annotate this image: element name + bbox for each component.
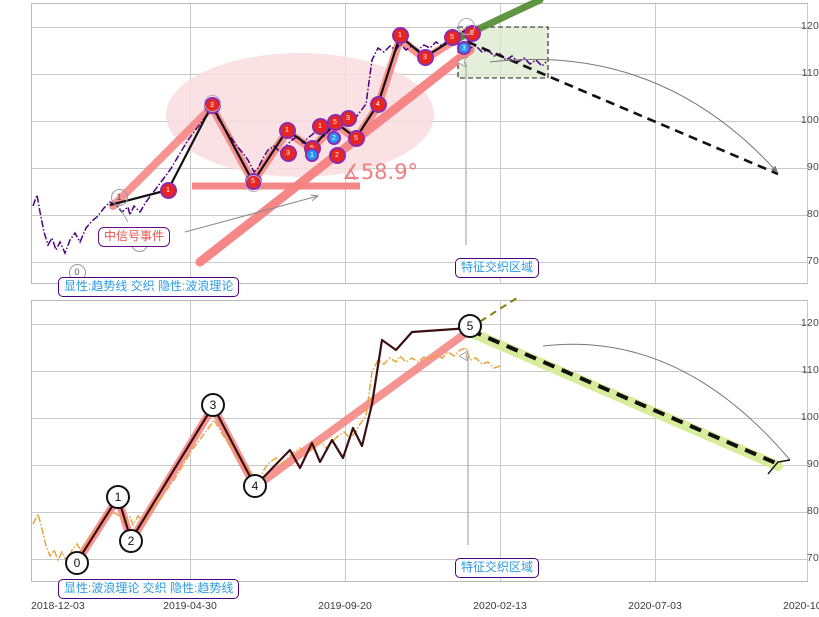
wave-marker-red[interactable]: 2	[328, 146, 346, 164]
gridline-x-2020-10-22	[807, 4, 808, 283]
gridline-x-2020-07-03	[655, 4, 656, 283]
gridline-y-90	[32, 168, 807, 169]
gridline-y-70	[32, 262, 807, 263]
gridline-x-2019-09-20-b	[345, 301, 346, 581]
ytick-bottom-80: 80	[806, 505, 819, 517]
wave-label-2[interactable]: 2	[119, 529, 143, 553]
gridline-y-70-b	[32, 559, 807, 560]
ghost-marker-3[interactable]	[203, 94, 221, 112]
wave-label-4[interactable]: 4	[243, 474, 267, 498]
angle-annotation-top: ∡58.9°	[342, 160, 419, 184]
ghost-marker-5[interactable]	[457, 17, 475, 35]
zone-label-bottom[interactable]: 特征交织区域	[455, 558, 540, 578]
gridline-y-90-b	[32, 465, 807, 466]
wave-marker-red[interactable]: 3	[279, 144, 297, 162]
wave-marker-blue[interactable]: 1	[305, 148, 319, 162]
chart-panel-top: 120 110 100 90 80 70	[0, 0, 819, 297]
forecast-dashed-top	[467, 40, 779, 176]
gridline-x-2020-02-13-b	[500, 301, 501, 581]
gridline-y-110	[32, 74, 807, 75]
ytick-top-70: 70	[806, 255, 819, 267]
wave-marker-red[interactable]: 4	[369, 95, 387, 113]
wave-marker-blue[interactable]: 2	[327, 131, 341, 145]
forecast-arc-bottom	[542, 343, 791, 461]
ytick-top-110: 110	[801, 67, 819, 79]
legend-label-top[interactable]: 显性:趋势线 交织 隐性:波浪理论	[58, 277, 240, 297]
gridline-y-120	[32, 27, 807, 28]
gridline-y-80-b	[32, 512, 807, 513]
plot-graphics-bottom	[32, 295, 791, 566]
wave-marker-blue[interactable]: 3	[457, 41, 471, 55]
xtick-2020-10-22: 2020-10-22	[783, 600, 819, 612]
xtick-2019-04-30: 2019-04-30	[163, 600, 217, 612]
legend-label-bottom[interactable]: 显性:波浪理论 交织 隐性:趋势线	[58, 579, 240, 599]
wave-series-bottom	[76, 326, 471, 563]
ytick-bottom-110: 110	[801, 364, 819, 376]
ytick-top-100: 100	[800, 114, 819, 126]
zone-label-top[interactable]: 特征交织区域	[455, 258, 540, 278]
gridline-x-2020-07-03-b	[655, 301, 656, 581]
wave-marker-red[interactable]: 1	[159, 181, 177, 199]
event-label-top[interactable]: 中信号事件	[98, 227, 171, 247]
xtick-2018-12-03: 2018-12-03	[31, 600, 85, 612]
forecast-olive-ray-bottom	[469, 295, 521, 329]
gridline-y-100-b	[32, 418, 807, 419]
wave-label-5[interactable]: 5	[458, 314, 482, 338]
xtick-2019-09-20: 2019-09-20	[318, 600, 372, 612]
wave-marker-red[interactable]: 5	[347, 129, 365, 147]
ytick-bottom-90: 90	[806, 458, 819, 470]
angle-arrow-top	[184, 196, 318, 233]
gridline-y-120-b	[32, 324, 807, 325]
ghost-marker-4[interactable]	[244, 174, 262, 192]
wave-label-0[interactable]: 0	[65, 551, 89, 575]
wave-label-3[interactable]: 3	[201, 393, 225, 417]
ytick-top-80: 80	[806, 208, 819, 220]
ytick-top-120: 120	[800, 20, 819, 32]
plot-area-bottom	[31, 300, 808, 582]
ghost-marker-1[interactable]: 1	[110, 188, 128, 206]
event-leader-top	[119, 207, 129, 223]
xtick-2020-02-13: 2020-02-13	[473, 600, 527, 612]
ytick-bottom-100: 100	[800, 411, 819, 423]
wave-marker-red[interactable]: 1	[278, 121, 296, 139]
forecast-arc-top	[489, 58, 779, 174]
chart-panel-bottom: 120 110 100 90 80 70	[0, 290, 819, 617]
wave-marker-red[interactable]: 5	[443, 28, 461, 46]
forecast-arc-tail-bottom	[767, 459, 791, 475]
ytick-top-90: 90	[806, 161, 819, 173]
ytick-bottom-120: 120	[800, 317, 819, 329]
gridline-x-2020-10-22-b	[807, 301, 808, 581]
wave-label-1[interactable]: 1	[106, 485, 130, 509]
wave-marker-red[interactable]: 3	[416, 48, 434, 66]
forecast-dashed-bottom	[469, 328, 779, 466]
wave-marker-red[interactable]: 3	[339, 109, 357, 127]
gridline-y-80	[32, 215, 807, 216]
xtick-2020-07-03: 2020-07-03	[628, 600, 682, 612]
gridline-x-2020-02-13	[500, 4, 501, 283]
wave-marker-red[interactable]: 1	[391, 26, 409, 44]
ytick-bottom-70: 70	[806, 552, 819, 564]
